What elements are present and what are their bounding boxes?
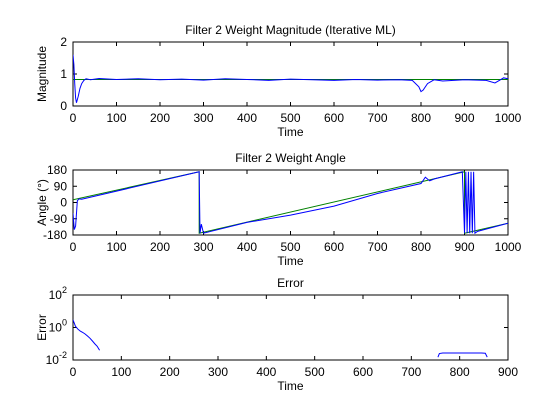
y-tick-label: 1	[60, 67, 67, 81]
series-line-2	[73, 54, 508, 103]
y-tick-label: 10-2	[46, 350, 67, 367]
plot-area	[73, 319, 488, 358]
x-tick-label: 100	[111, 365, 131, 379]
x-tick-label: 400	[237, 240, 257, 254]
x-axis-label: Time	[277, 254, 304, 268]
chart-title: Filter 2 Weight Magnitude (Iterative ML)	[185, 23, 396, 37]
x-tick-label: 300	[193, 111, 213, 125]
x-tick-label: 800	[450, 365, 470, 379]
y-tick-label: -180	[43, 228, 67, 242]
x-tick-label: 600	[353, 365, 373, 379]
subplot-2: 0 100 200 300 400 500 600 700 800 900 1000-180-900…	[35, 151, 522, 268]
x-tick-label: 200	[150, 111, 170, 125]
y-axis-label: Error	[35, 314, 49, 341]
y-tick-label: 180	[47, 163, 67, 177]
axes-frame	[72, 169, 509, 236]
x-tick-label: 600	[324, 240, 344, 254]
x-tick-label: 300	[208, 365, 228, 379]
x-tick-label: 500	[280, 240, 300, 254]
axes-frame	[72, 294, 509, 361]
x-tick-label: 0	[70, 240, 77, 254]
chart-title: Filter 2 Weight Angle	[235, 151, 346, 165]
x-axis-label: Time	[277, 379, 304, 393]
subplot-1: 0 100 200 300 400 500 600 700 800 900 1000 0 1 2 Filte…	[35, 23, 522, 139]
x-tick-label: 500	[305, 365, 325, 379]
x-axis-label: Time	[277, 125, 304, 139]
axes-frame	[72, 41, 509, 107]
x-tick-label: 700	[367, 111, 387, 125]
series-line-1	[73, 319, 101, 351]
y-tick-label: 0	[60, 99, 67, 113]
x-tick-label: 800	[411, 240, 431, 254]
x-tick-label: 500	[280, 111, 300, 125]
plot-area	[73, 171, 508, 235]
x-tick-label: 100	[106, 240, 126, 254]
y-axis-label: Magnitude	[35, 46, 49, 102]
x-tick-label: 400	[237, 111, 257, 125]
chart-title: Error	[277, 276, 304, 290]
y-tick-label: -90	[50, 212, 68, 226]
x-tick-label: 700	[367, 240, 387, 254]
x-tick-label: 0	[70, 365, 77, 379]
series-line-2	[437, 352, 488, 358]
x-tick-label: 700	[401, 365, 421, 379]
plot-area	[73, 54, 508, 103]
x-tick-label: 400	[256, 365, 276, 379]
y-tick-label: 90	[54, 179, 68, 193]
x-tick-label: 300	[193, 240, 213, 254]
x-tick-label: 1000	[495, 240, 522, 254]
y-tick-label: 0	[60, 196, 67, 210]
y-tick-label: 2	[60, 35, 67, 49]
x-tick-label: 900	[498, 365, 518, 379]
x-tick-label: 100	[106, 111, 126, 125]
series-line-2	[73, 171, 508, 235]
x-tick-label: 0	[70, 111, 77, 125]
y-tick-label: 102	[49, 285, 67, 302]
x-tick-label: 800	[411, 111, 431, 125]
x-tick-label: 1000	[495, 111, 522, 125]
x-tick-label: 200	[160, 365, 180, 379]
y-tick-label: 100	[49, 318, 67, 335]
x-tick-label: 900	[454, 111, 474, 125]
x-tick-label: 600	[324, 111, 344, 125]
x-tick-label: 200	[150, 240, 170, 254]
y-axis-label: Angle (°)	[35, 179, 49, 226]
x-tick-label: 900	[454, 240, 474, 254]
